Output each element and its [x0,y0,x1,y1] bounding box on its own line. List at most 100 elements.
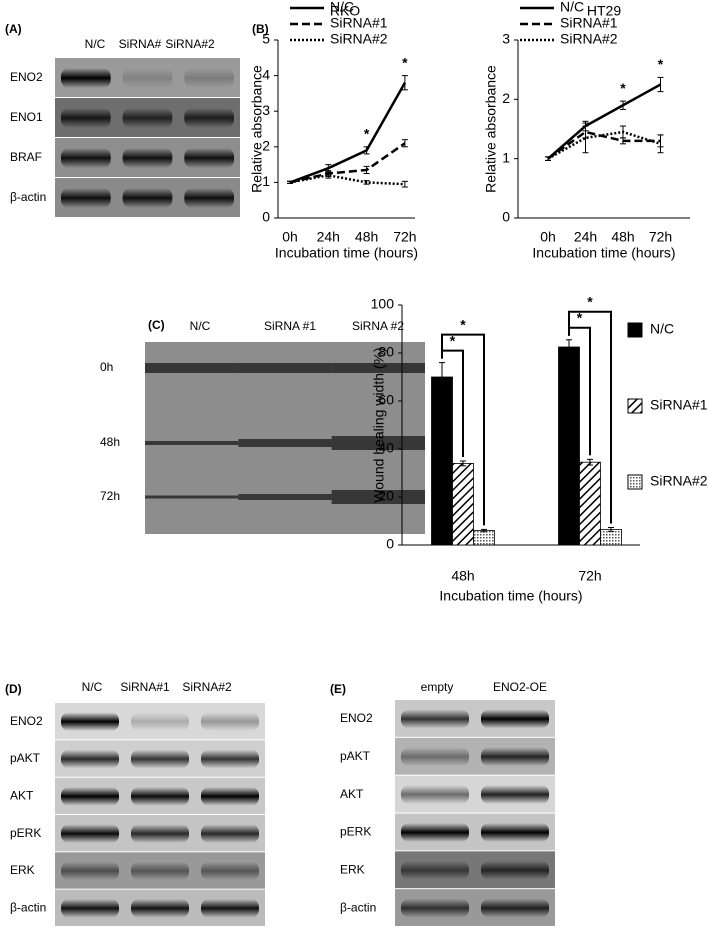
legend-label: SiRNA#2 [650,473,708,489]
chart-title: RKO [330,3,360,19]
x-tick-label: 72h [578,568,601,584]
blot-band [122,108,173,128]
error-bar [287,180,293,184]
y-tick-label: 0 [386,536,394,552]
wound-gap [145,441,239,445]
blot-band [61,148,111,168]
bar [558,346,580,546]
blot-band [122,188,173,208]
series-line [547,130,661,160]
blot-band [481,822,549,842]
legend-label: SiRNA#1 [650,397,708,413]
bar [473,530,495,546]
y-tick-label: 40 [378,440,394,456]
legend-swatch [627,398,643,414]
protein-label: pAKT [10,751,41,765]
image-row-label: 48h [100,435,120,449]
legend-label: SiRNA#2 [330,31,388,47]
blot-band [481,860,549,880]
image-row-label: 0h [100,360,113,374]
x-axis-label: Incubation time (hours) [439,588,582,604]
legend-label: SiRNA#2 [560,31,618,47]
protein-label: pERK [10,826,41,840]
error-bar [401,180,408,188]
blot-band [61,824,119,843]
error-bar [587,458,593,466]
blot-band [131,824,189,843]
blot-band [184,68,234,88]
legend-swatch [627,474,643,490]
significance-mark: * [402,54,408,70]
blot-band [131,787,189,806]
lane-label: empty [421,680,454,694]
wound-gap [238,494,332,500]
blot-band [201,749,259,769]
bar [579,461,601,546]
blot-band [184,108,234,128]
y-tick-label: 1 [262,173,270,189]
blot-band [131,712,189,731]
blot-band [401,747,469,767]
error-bar [582,122,589,154]
error-bar [439,362,445,392]
error-bar [363,146,370,155]
lane-label: N/C [82,680,103,694]
blot-band [201,787,259,806]
legend-label: N/C [650,321,674,337]
series-line [289,82,406,184]
series-line [547,83,662,160]
error-bar [657,76,664,93]
blot-band [61,712,119,731]
lane-label: SiRNA#2 [182,680,232,694]
error-bar [363,165,370,174]
x-tick-label: 0h [282,229,298,245]
blot-band [481,747,549,767]
blot-band [61,188,111,208]
legend-swatch [627,322,643,338]
wound-gap [238,363,332,373]
blot-band [481,785,549,805]
significance-mark: * [460,316,466,332]
legend-label: SiRNA#1 [330,15,388,31]
protein-label: ENO1 [10,110,43,124]
x-tick-label: 0h [540,229,556,245]
y-tick-label: 100 [371,296,395,312]
wound-gap [331,363,425,373]
blot-band [184,148,234,168]
blot-band [401,785,469,805]
legend-label: N/C [330,0,354,15]
image-row-label: 72h [100,489,120,503]
chart-title: HT29 [587,3,621,19]
wound-gap [145,495,239,499]
blot-band [122,68,173,88]
panel-label: (D) [5,682,22,696]
blot-band [131,749,189,769]
panel-label: (C) [148,318,165,332]
blot-band [131,861,189,881]
blot-band [401,860,469,880]
significance-mark: * [450,332,456,348]
significance-bracket [441,333,485,526]
protein-label: ERK [340,862,365,876]
protein-label: β-actin [10,901,46,915]
protein-label: β-actin [340,900,376,914]
x-tick-label: 48h [355,229,378,245]
significance-mark: * [577,310,583,326]
blot-band [184,188,234,208]
panel-label: (B) [252,22,269,36]
blot-band [131,899,189,918]
panel-label: (E) [330,682,346,696]
lane-label: SiRNA#2 [165,37,215,51]
error-bar [545,156,551,161]
error-bar [460,460,466,467]
y-tick-label: 4 [262,66,270,82]
series-line [547,130,661,160]
lane-label: SiRNA#1 [120,680,170,694]
lane-label: SiRNA# [119,37,162,51]
blot-band [481,898,549,918]
blot-band [61,787,119,806]
legend-label: SiRNA#1 [560,15,618,31]
x-tick-label: 72h [393,229,416,245]
y-tick-label: 80 [378,344,394,360]
blot-band [401,709,469,729]
